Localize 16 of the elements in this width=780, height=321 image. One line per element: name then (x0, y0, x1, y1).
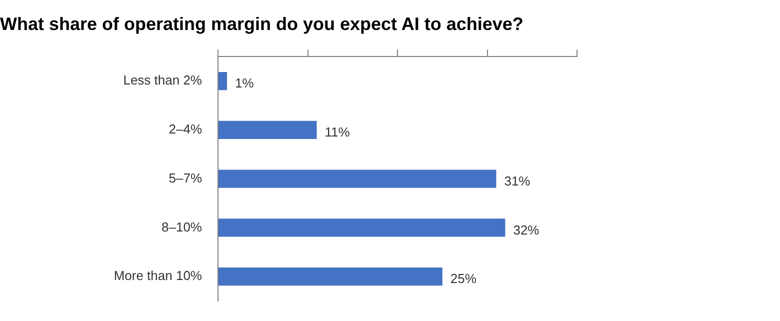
data-label: 31% (504, 173, 531, 188)
y-tick-label: More than 10% (114, 268, 202, 284)
data-label: 25% (450, 271, 477, 286)
y-tick-label: Less than 2% (123, 72, 202, 88)
bar (218, 120, 317, 139)
y-tick-label: 2–4% (168, 122, 202, 136)
data-label: 11% (324, 124, 350, 140)
y-tick-label: 5–7% (168, 170, 202, 186)
bar (218, 170, 496, 188)
bar (218, 72, 227, 90)
data-label: 1% (234, 76, 254, 91)
y-tick-label: 8–10% (162, 219, 202, 234)
bar (218, 218, 506, 237)
chart-title: What share of operating margin do you expect AI to achieve? (0, 14, 524, 34)
bar (218, 268, 442, 286)
data-label: 32% (513, 222, 540, 238)
